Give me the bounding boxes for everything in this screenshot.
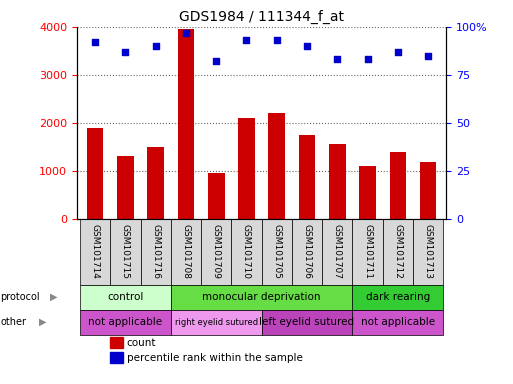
Bar	[420, 162, 437, 218]
Bar	[147, 147, 164, 218]
Text: GSM101709: GSM101709	[212, 224, 221, 279]
FancyBboxPatch shape	[413, 218, 443, 285]
Text: GSM101708: GSM101708	[182, 224, 190, 279]
Text: protocol: protocol	[1, 292, 40, 302]
Text: GSM101715: GSM101715	[121, 224, 130, 279]
Point	[212, 58, 220, 65]
Bar	[359, 166, 376, 218]
Text: GSM101705: GSM101705	[272, 224, 281, 279]
Text: not applicable: not applicable	[88, 317, 163, 327]
FancyBboxPatch shape	[171, 285, 352, 310]
Text: monocular deprivation: monocular deprivation	[203, 292, 321, 302]
Title: GDS1984 / 111344_f_at: GDS1984 / 111344_f_at	[179, 10, 344, 25]
Point	[333, 56, 342, 63]
FancyBboxPatch shape	[352, 310, 443, 335]
FancyBboxPatch shape	[322, 218, 352, 285]
Bar	[238, 118, 255, 218]
FancyBboxPatch shape	[141, 218, 171, 285]
Point	[182, 30, 190, 36]
Text: count: count	[127, 338, 156, 348]
Point	[424, 53, 432, 59]
Text: GSM101710: GSM101710	[242, 224, 251, 279]
FancyBboxPatch shape	[80, 285, 171, 310]
FancyBboxPatch shape	[110, 218, 141, 285]
Point	[121, 49, 129, 55]
FancyBboxPatch shape	[383, 218, 413, 285]
Point	[394, 49, 402, 55]
Point	[242, 37, 250, 43]
Text: GSM101711: GSM101711	[363, 224, 372, 279]
Bar	[389, 152, 406, 218]
Text: control: control	[107, 292, 144, 302]
Point	[91, 39, 99, 45]
FancyBboxPatch shape	[231, 218, 262, 285]
Bar	[87, 127, 104, 218]
Text: left eyelid sutured: left eyelid sutured	[260, 317, 354, 327]
Bar	[117, 156, 134, 218]
FancyBboxPatch shape	[262, 310, 352, 335]
Text: ▶: ▶	[50, 292, 58, 302]
Text: GSM101712: GSM101712	[393, 224, 402, 279]
FancyBboxPatch shape	[201, 218, 231, 285]
Bar	[329, 144, 346, 218]
Text: GSM101716: GSM101716	[151, 224, 160, 279]
Text: not applicable: not applicable	[361, 317, 435, 327]
FancyBboxPatch shape	[292, 218, 322, 285]
Text: GSM101714: GSM101714	[91, 224, 100, 279]
Text: other: other	[1, 317, 27, 327]
Point	[303, 43, 311, 49]
Text: GSM101707: GSM101707	[333, 224, 342, 279]
Text: right eyelid sutured: right eyelid sutured	[174, 318, 258, 327]
Point	[273, 37, 281, 43]
FancyBboxPatch shape	[352, 218, 383, 285]
Bar	[208, 173, 225, 218]
FancyBboxPatch shape	[352, 285, 443, 310]
Text: dark rearing: dark rearing	[366, 292, 430, 302]
FancyBboxPatch shape	[171, 310, 262, 335]
Text: GSM101713: GSM101713	[424, 224, 432, 279]
Text: GSM101706: GSM101706	[303, 224, 311, 279]
Point	[151, 43, 160, 49]
FancyBboxPatch shape	[262, 218, 292, 285]
Bar	[177, 29, 194, 218]
FancyBboxPatch shape	[80, 218, 110, 285]
FancyBboxPatch shape	[80, 310, 171, 335]
Point	[364, 56, 372, 63]
Bar	[110, 352, 123, 363]
Text: percentile rank within the sample: percentile rank within the sample	[127, 353, 303, 362]
Bar	[110, 337, 123, 348]
Bar	[268, 113, 285, 218]
Text: ▶: ▶	[38, 317, 46, 327]
FancyBboxPatch shape	[171, 218, 201, 285]
Bar	[299, 135, 315, 218]
